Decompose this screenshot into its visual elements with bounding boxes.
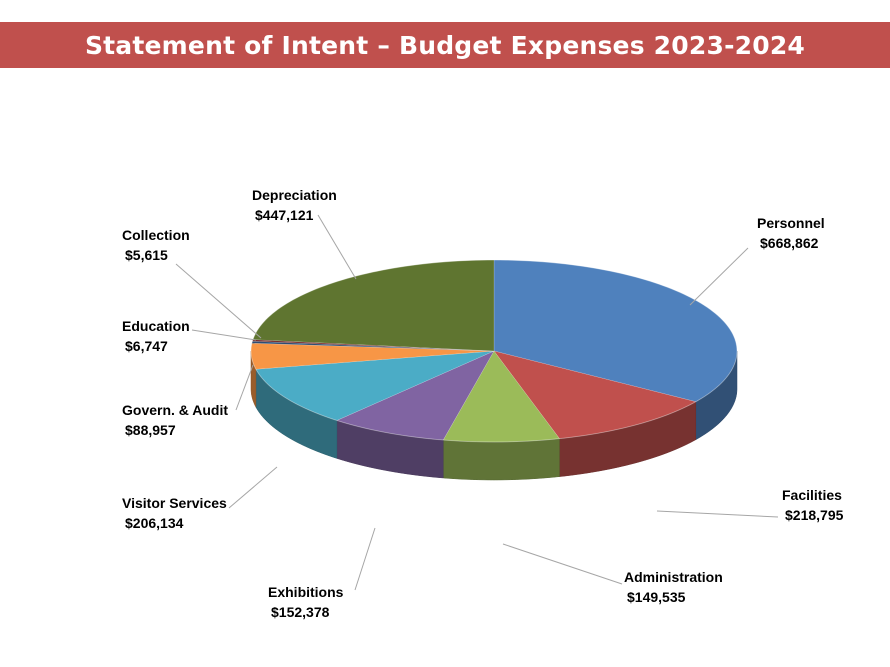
pie-side-govern-audit: [250, 351, 257, 409]
pie-rim: [250, 259, 738, 443]
leader-line-facilities: [656, 510, 779, 518]
leader-line-administration: [502, 543, 623, 585]
leader-line-exhibitions: [354, 527, 376, 591]
slice-name-collection: Collection: [122, 227, 190, 243]
slice-value-exhibitions: $152,378: [271, 604, 330, 620]
pie-side-administration: [442, 438, 560, 481]
pie-top-faces: [250, 259, 738, 443]
pie-labels: Personnel $668,862 Facilities $218,795 Admin…: [122, 187, 844, 620]
slice-name-visitor-services: Visitor Services: [122, 495, 227, 511]
slice-value-personnel: $668,862: [760, 235, 819, 251]
leader-line-personnel: [689, 247, 749, 306]
slice-value-facilities: $218,795: [785, 507, 844, 523]
pie-slice-govern-audit: [250, 342, 495, 370]
slice-name-govern-audit: Govern. & Audit: [122, 402, 228, 418]
slice-value-administration: $149,535: [627, 589, 686, 605]
slice-name-depreciation: Depreciation: [252, 187, 337, 203]
pie-slice-depreciation: [252, 259, 495, 352]
leader-line-govern-audit: [235, 364, 254, 411]
slice-name-personnel: Personnel: [757, 215, 825, 231]
slice-value-visitor-services: $206,134: [125, 515, 184, 531]
slice-name-exhibitions: Exhibitions: [268, 584, 344, 600]
slice-name-administration: Administration: [624, 569, 723, 585]
leader-line-visitor-services: [228, 466, 278, 509]
slice-value-collection: $5,615: [125, 247, 168, 263]
pie-slice-facilities: [493, 350, 697, 439]
slice-name-facilities: Facilities: [782, 487, 842, 503]
slice-name-education: Education: [122, 318, 190, 334]
pie-slice-administration: [442, 350, 560, 443]
pie-slice-exhibitions: [336, 350, 495, 441]
pie-side-walls: [250, 350, 738, 481]
slice-value-depreciation: $447,121: [255, 207, 314, 223]
title-bar: Statement of Intent – Budget Expenses 20…: [0, 22, 890, 68]
leader-line-education: [191, 329, 257, 341]
slice-value-education: $6,747: [125, 338, 168, 354]
chart-title: Statement of Intent – Budget Expenses 20…: [84, 30, 806, 60]
leader-line-depreciation: [317, 214, 357, 280]
slice-value-govern-audit: $88,957: [125, 422, 176, 438]
pie-slice-visitor-services: [255, 350, 495, 421]
pie-slice-personnel: [493, 259, 738, 402]
leader-line-collection: [175, 263, 262, 339]
